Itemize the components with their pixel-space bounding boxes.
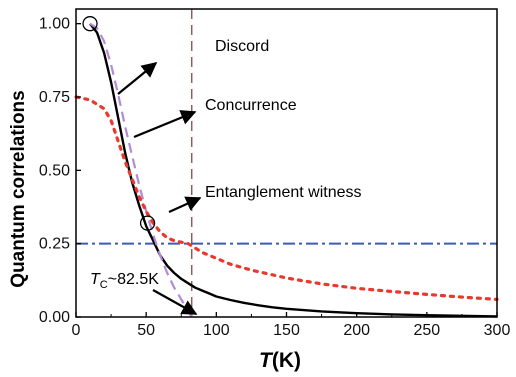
reference-lines <box>76 9 497 317</box>
x-tick-label: 300 <box>484 322 511 339</box>
annotation-tc: TC~82.5K <box>90 271 159 291</box>
annotation-entanglement-witness: Entanglement witness <box>205 184 362 201</box>
y-tick-label: 1.00 <box>39 16 70 33</box>
series-line-concurrence <box>89 22 193 318</box>
x-tick-label: 0 <box>72 322 81 339</box>
annotation-discord: Discord <box>215 38 269 55</box>
annotation-concurrence: Concurrence <box>205 97 297 114</box>
marker-layer <box>82 16 156 231</box>
y-tick-label: 0.25 <box>39 236 70 253</box>
series-line-entanglement-witness <box>74 95 499 301</box>
x-tick-label: 150 <box>273 322 300 339</box>
arrow-concurrence <box>133 110 197 139</box>
series-line-discord <box>89 22 498 318</box>
y-tick-label: 0.75 <box>39 89 70 106</box>
y-axis-title: Quantum correlations <box>8 90 29 287</box>
arrow-entanglement-witness <box>168 196 202 214</box>
y-tick-label: 0.50 <box>39 162 70 179</box>
x-tick-label: 250 <box>413 322 440 339</box>
arrow-discord <box>117 62 158 95</box>
x-tick-label: 100 <box>203 322 230 339</box>
x-tick-label: 200 <box>343 322 370 339</box>
x-tick-label: 50 <box>137 322 155 339</box>
circle-marker <box>82 16 98 32</box>
y-tick-label: 0.00 <box>39 309 70 326</box>
series-layer <box>74 22 499 318</box>
circle-marker <box>139 215 156 231</box>
arrow-tc <box>152 289 198 315</box>
x-axis-title: T(K) <box>259 349 301 372</box>
tick-layer: 0 50 100 150 200 250 300 0.00 0.25 0.50 0.75 1.00 <box>39 16 511 339</box>
